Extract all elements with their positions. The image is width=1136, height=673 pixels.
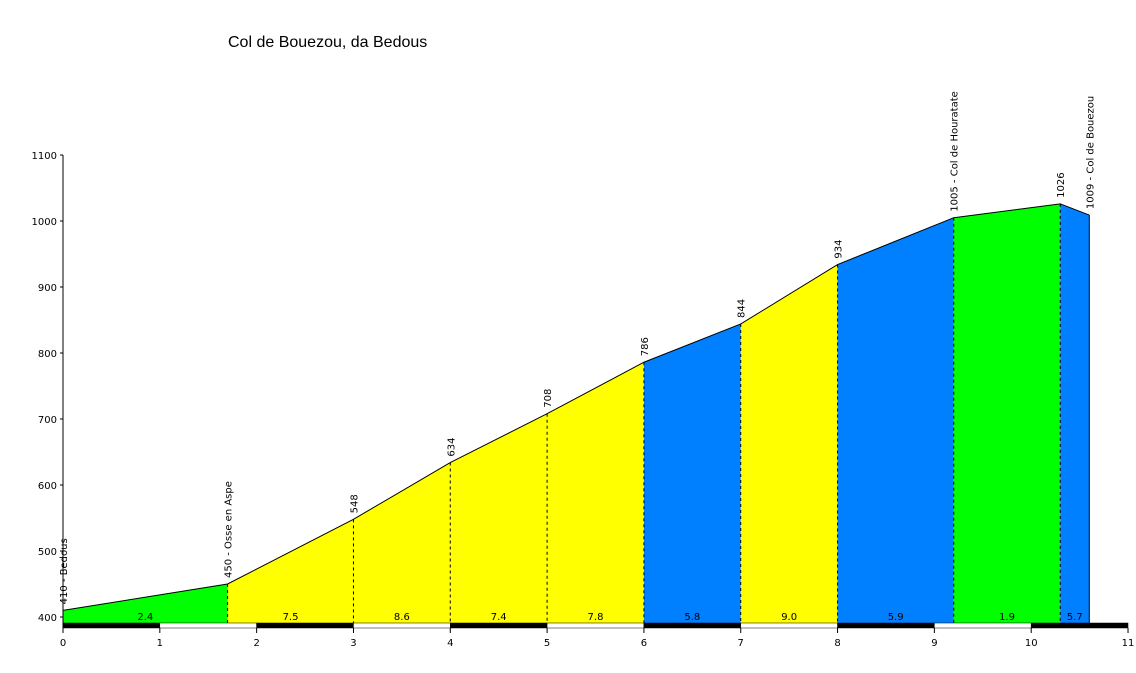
gradient-label: 5.9: [888, 612, 904, 623]
segment-area-1: [63, 584, 228, 623]
y-tick-label: 900: [38, 283, 57, 294]
km-stripe: [837, 622, 935, 629]
gradient-label: 2.4: [137, 612, 153, 623]
gradient-label: 5.7: [1067, 612, 1083, 623]
y-tick-label: 500: [38, 547, 57, 558]
km-stripe: [1030, 622, 1129, 629]
gradient-label: 5.8: [684, 612, 700, 623]
gradient-label: 7.8: [588, 612, 604, 623]
km-stripe: [450, 622, 548, 629]
x-tick-label: 1: [157, 638, 163, 649]
km-stripe: [934, 622, 1032, 629]
y-tick-label: 1000: [32, 217, 57, 228]
segment-area-6: [643, 323, 741, 623]
gradient-label: 1.9: [999, 612, 1015, 623]
x-tick-label: 0: [60, 638, 66, 649]
km-stripe: [62, 622, 161, 629]
elevation-label: 548: [349, 494, 360, 513]
x-tick-label: 8: [834, 638, 840, 649]
x-tick-label: 9: [931, 638, 937, 649]
elevation-label: 410 - Bedous: [59, 538, 70, 604]
x-tick-label: 2: [253, 638, 259, 649]
kilometer-bar: [62, 622, 1129, 629]
elevation-label: 844: [737, 299, 748, 318]
gradient-label: 7.5: [283, 612, 299, 623]
x-tick-label: 6: [641, 638, 647, 649]
elevation-label: 1009 - Col de Bouezou: [1085, 96, 1096, 209]
segment-area-7: [740, 264, 838, 623]
segment-area-10: [1060, 203, 1090, 623]
segment-area-2: [227, 519, 354, 623]
km-stripe: [740, 622, 838, 629]
gradient-label: 9.0: [781, 612, 797, 623]
segment-area-3: [353, 462, 451, 623]
segment-area-9: [953, 203, 1061, 623]
elevation-labels: 410 - Bedous 450 - Osse en Aspe 548 634 708 7…: [59, 91, 1096, 604]
km-stripe: [256, 622, 354, 629]
elevation-label: 708: [543, 389, 554, 408]
x-tick-label: 10: [1025, 638, 1038, 649]
y-tick-label: 600: [38, 481, 57, 492]
segment-dividers: [227, 203, 1061, 623]
km-stripe: [643, 622, 741, 629]
gradient-segments: [63, 203, 1090, 623]
km-stripe: [353, 622, 451, 629]
segment-area-4: [450, 413, 548, 623]
y-tick-label: 400: [38, 613, 57, 624]
gradient-labels: 2.4 7.5 8.6 7.4 7.8 5.8 9.0 5.9 1.9 5.7: [137, 612, 1082, 623]
elevation-label: 450 - Osse en Aspe: [224, 481, 235, 578]
segment-area-8: [837, 217, 954, 623]
segment-area-5: [547, 362, 644, 623]
x-tick-label: 3: [350, 638, 356, 649]
x-tick-label: 11: [1122, 638, 1135, 649]
elevation-label: 934: [834, 239, 845, 258]
x-tick-label: 4: [447, 638, 453, 649]
x-tick-label: 5: [544, 638, 550, 649]
elevation-label: 634: [446, 437, 457, 456]
gradient-label: 8.6: [394, 612, 410, 623]
km-stripe: [546, 622, 645, 629]
gradient-label: 7.4: [491, 612, 507, 623]
y-tick-label: 1100: [32, 151, 57, 162]
x-tick-label: 7: [738, 638, 744, 649]
km-stripe: [159, 622, 257, 629]
chart-title: Col de Bouezou, da Bedous: [228, 34, 428, 51]
elevation-label: 1005 - Col de Houratate: [950, 91, 961, 212]
y-tick-label: 700: [38, 415, 57, 426]
axes: 400 500 600 700 800 900 1000 1100 0 1 2 3 4 5 6 7 8 9 10 11: [32, 151, 1135, 649]
y-tick-label: 800: [38, 349, 57, 360]
elevation-label: 786: [640, 337, 651, 356]
elevation-label: 1026: [1056, 172, 1067, 197]
